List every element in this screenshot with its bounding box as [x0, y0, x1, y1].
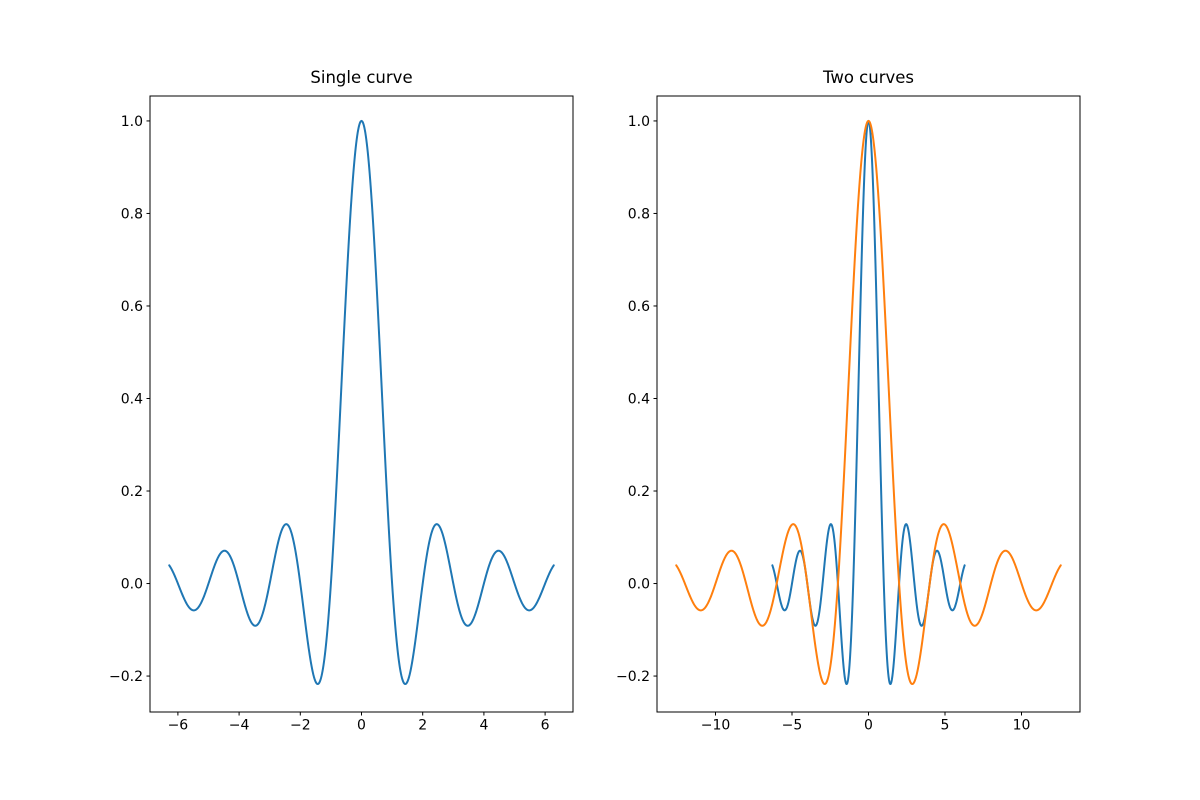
x-tick-label: −10 [701, 718, 731, 734]
y-tick-label: 0.2 [121, 484, 143, 500]
x-tick-label: 4 [479, 718, 488, 734]
x-tick-label: 10 [1013, 718, 1031, 734]
axes-border [656, 95, 1081, 713]
y-tick-label: 1.0 [628, 114, 650, 130]
y-tick-label: −0.2 [109, 669, 143, 685]
x-tick-label: 0 [357, 718, 366, 734]
x-tick-label: 0 [864, 718, 873, 734]
y-tick-label: 0.6 [628, 299, 650, 315]
x-tick-label: −4 [229, 718, 250, 734]
x-tick-label: −6 [168, 718, 189, 734]
right-plot-title: Two curves [822, 68, 914, 87]
left-plot-title: Single curve [310, 68, 413, 87]
y-tick-label: 0.0 [121, 577, 143, 593]
x-tick-label: −5 [782, 718, 803, 734]
x-tick-label: 5 [941, 718, 950, 734]
curve-sinc-x-2- [675, 119, 1062, 686]
y-tick-label: 0.8 [628, 206, 650, 222]
y-tick-label: 1.0 [121, 114, 143, 130]
y-tick-label: 0.6 [121, 299, 143, 315]
curve-sinc-x- [771, 119, 966, 686]
y-tick-label: 0.8 [121, 206, 143, 222]
y-tick-label: 0.0 [628, 577, 650, 593]
y-tick-label: −0.2 [616, 669, 650, 685]
x-tick-label: 6 [541, 718, 550, 734]
y-tick-label: 0.4 [628, 391, 650, 407]
y-tick-label: 0.4 [121, 391, 143, 407]
x-tick-label: 2 [418, 718, 427, 734]
x-tick-label: −2 [290, 718, 311, 734]
y-tick-label: 0.2 [628, 484, 650, 500]
curve-sinc-x- [168, 119, 555, 686]
